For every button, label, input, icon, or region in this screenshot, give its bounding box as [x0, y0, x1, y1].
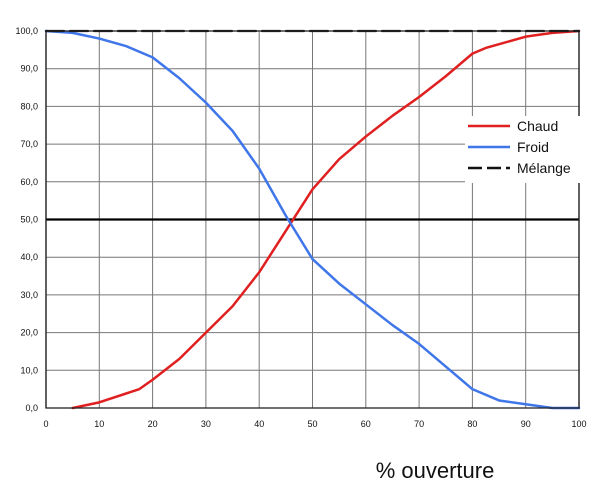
- y-tick-label: 100,0: [15, 26, 38, 36]
- series-line-froid: [44, 29, 581, 410]
- y-tick-label: 60,0: [20, 177, 38, 187]
- y-tick-label: 90,0: [20, 64, 38, 74]
- x-tick-label: 20: [148, 419, 158, 429]
- x-tick-label: 70: [414, 419, 424, 429]
- x-tick-label: 90: [521, 419, 531, 429]
- axis-layer: 0 10 20 30 40 50 60 70 80 90 100 0,0 10,0 20,0 30,0 40,…: [15, 26, 586, 429]
- legend-label: Froid: [517, 139, 549, 155]
- y-tick-label: 30,0: [20, 290, 38, 300]
- x-tick-label: 100: [571, 419, 586, 429]
- y-tick-label: 20,0: [20, 328, 38, 338]
- x-axis-title: % ouverture: [376, 458, 495, 483]
- x-tick-label: 10: [94, 419, 104, 429]
- x-tick-label: 60: [361, 419, 371, 429]
- plot-frame: [45, 30, 580, 409]
- x-tick-label: 80: [467, 419, 477, 429]
- x-tick-label: 50: [307, 419, 317, 429]
- y-tick-label: 80,0: [20, 101, 38, 111]
- y-tick-label: 10,0: [20, 365, 38, 375]
- y-tick-label: 40,0: [20, 252, 38, 262]
- y-tick-label: 70,0: [20, 139, 38, 149]
- legend: Chaud Froid Mélange: [465, 116, 583, 183]
- x-tick-label: 30: [201, 419, 211, 429]
- y-tick-label: 0,0: [25, 403, 38, 413]
- series-line-chaud: [71, 29, 581, 410]
- legend-label: Chaud: [517, 118, 558, 134]
- x-tick-label: 0: [43, 419, 48, 429]
- x-tick-label: 40: [254, 419, 264, 429]
- legend-label: Mélange: [517, 160, 571, 176]
- y-tick-label: 50,0: [20, 215, 38, 225]
